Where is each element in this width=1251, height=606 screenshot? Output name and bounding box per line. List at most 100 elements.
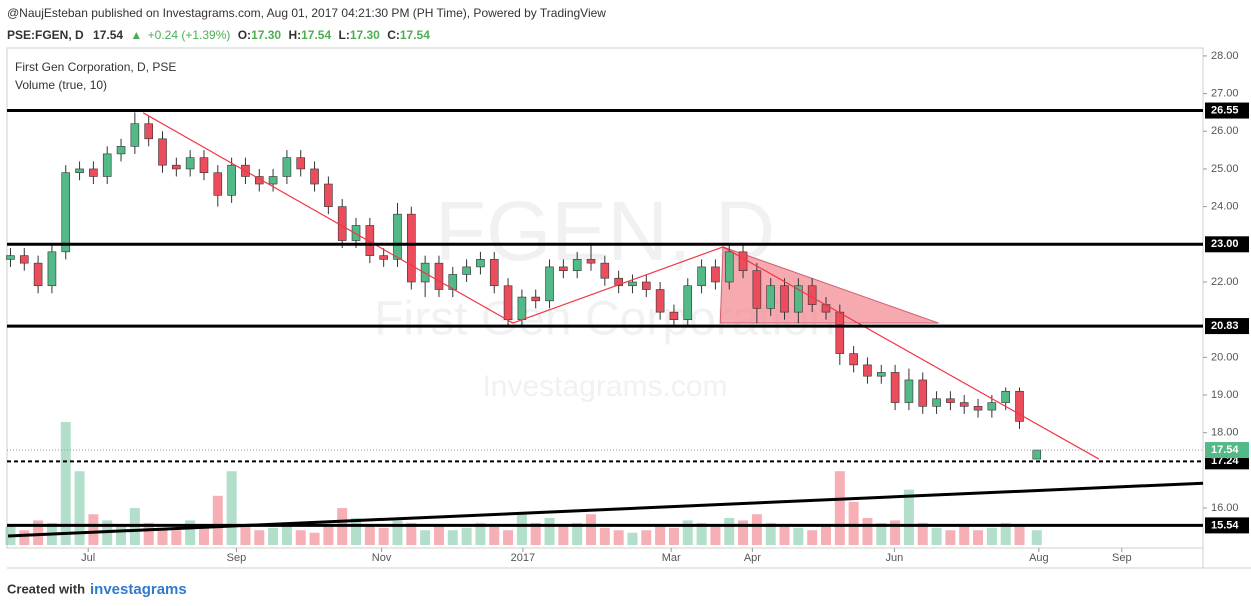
candle-body (849, 353, 858, 366)
y-tick-label: 20.00 (1211, 351, 1239, 363)
candle-body (932, 398, 941, 407)
volume-bar (116, 526, 127, 545)
x-tick-label: Jun (886, 552, 904, 564)
volume-bar (226, 471, 237, 545)
volume-bar (848, 501, 859, 545)
last: 17.54 (93, 28, 123, 42)
x-tick-label: Sep (227, 552, 247, 564)
candle-body (517, 296, 527, 320)
ohlc-value: 17.30 (350, 28, 380, 42)
volume-bar (917, 522, 928, 545)
volume-bar (33, 520, 44, 545)
symbol: PSE:FGEN, D (7, 28, 84, 42)
level-label: 17.24 (1211, 455, 1239, 467)
volume-bar (931, 527, 942, 545)
candle-body (489, 259, 499, 287)
candle-body (227, 164, 236, 196)
volume-bar (88, 514, 99, 545)
volume-bar (489, 526, 500, 545)
volume-bar (461, 527, 472, 545)
candle-body (462, 266, 471, 275)
candle-body (683, 285, 693, 320)
candle-body (586, 259, 596, 264)
volume-bar (876, 522, 887, 545)
volume-bar (599, 527, 610, 545)
ohlc-value: 17.30 (251, 28, 281, 42)
candle-body (310, 168, 319, 185)
y-tick-label: 19.00 (1211, 389, 1239, 401)
candle-body (296, 157, 306, 170)
watermark: Investagrams.com (482, 370, 727, 403)
trend-line (7, 481, 1204, 538)
y-tick-label: 28.00 (1211, 50, 1239, 62)
volume-bar (738, 520, 749, 545)
ohlc-label: O: (238, 28, 251, 42)
candle-body (47, 251, 57, 287)
volume-bar (586, 514, 597, 545)
x-tick-label: Nov (372, 552, 392, 564)
level-tag (1205, 102, 1249, 119)
candle-body (559, 266, 568, 271)
volume-bar (198, 526, 209, 545)
candle-body (213, 172, 223, 196)
candle-body (407, 213, 416, 283)
legend-entry: First Gen Corporation, D, PSE (15, 60, 176, 74)
volume-bar (890, 520, 901, 545)
volume-bar (516, 514, 527, 545)
candle-body (946, 398, 955, 403)
candle-body (172, 164, 181, 170)
volume-bar (503, 530, 514, 545)
candle-body (89, 168, 98, 177)
candle-body (476, 259, 485, 268)
volume-bar (268, 527, 279, 545)
volume-bar (475, 522, 486, 545)
candle-body (351, 225, 361, 241)
candle-body (6, 255, 15, 260)
ohlc-value: 17.54 (301, 28, 331, 42)
volume-bar (986, 527, 997, 545)
candle-body (752, 270, 762, 309)
volume-bar (1031, 530, 1042, 545)
volume-bar (641, 530, 652, 545)
volume-bar (433, 526, 444, 545)
candle-body (724, 251, 734, 283)
candle-body (876, 372, 886, 377)
quote-line: PSE:FGEN, D 17.54 ▲ +0.24 (+1.39%) O:17.… (7, 28, 430, 42)
volume-bar (1014, 526, 1025, 545)
footer-prefix: Created with (7, 581, 85, 596)
level-label: 23.00 (1211, 238, 1239, 250)
candle-body (199, 157, 209, 174)
candle-body (116, 146, 126, 155)
trend-line (512, 246, 724, 324)
volume-bar (959, 526, 970, 545)
volume-bar (613, 530, 624, 545)
volume-bar (447, 530, 458, 545)
candle-body (1032, 449, 1042, 460)
candle-body (254, 176, 264, 185)
level-tag (1205, 236, 1249, 253)
candle-body (918, 379, 928, 407)
y-tick-label: 24.00 (1211, 201, 1239, 213)
volume-bar (807, 530, 818, 545)
volume-bar (793, 527, 804, 545)
volume-bar (655, 526, 666, 545)
volume-bar (682, 520, 693, 545)
candle-body (282, 157, 292, 177)
candle-body (572, 259, 582, 271)
volume-bar (157, 527, 168, 545)
volume-bar (60, 422, 71, 545)
y-tick-label: 16.00 (1211, 502, 1239, 514)
candle-body (19, 255, 29, 264)
volume-bar (364, 526, 375, 545)
candle-body (669, 311, 679, 320)
candle-body (655, 289, 665, 313)
candle-body (75, 168, 84, 174)
plot-area (6, 47, 1204, 549)
volume-bar (973, 530, 984, 545)
candle-body (130, 123, 140, 147)
volume-bar (406, 522, 417, 545)
candle-body (1001, 390, 1010, 403)
candle-body (531, 296, 541, 302)
